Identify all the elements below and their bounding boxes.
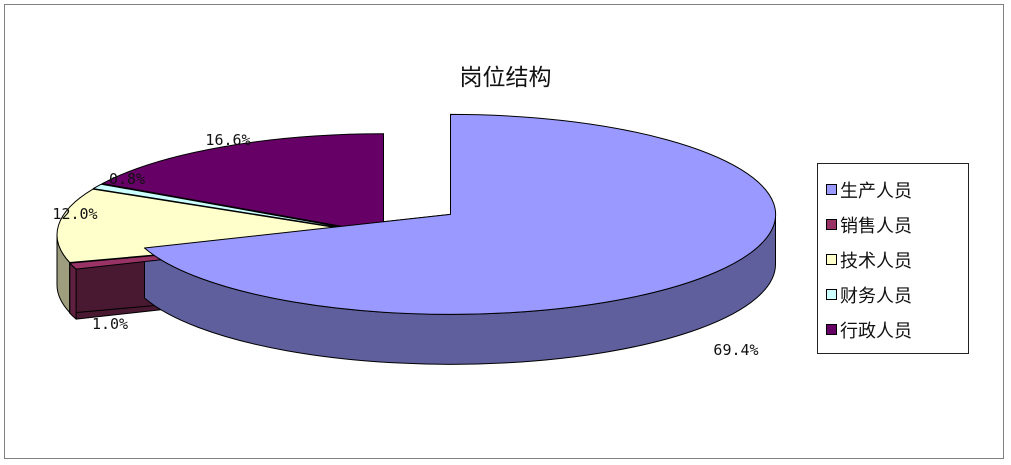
legend-item-2: 技术人员 [818,242,968,277]
legend-swatch-4 [826,324,837,335]
legend-label-4: 行政人员 [840,320,912,342]
pie-tops [56,113,777,315]
pie-slice-4 [101,133,384,235]
data-label-1: 1.0% [92,315,128,333]
chart-title: 岗位结构 [459,65,552,91]
legend-swatch-3 [826,289,837,300]
slice-side-1 [69,262,77,320]
legend-item-1: 销售人员 [818,207,968,242]
legend: 生产人员 销售人员 技术人员 财务人员 行政人员 [817,163,969,354]
pie-slice-0 [144,113,777,315]
data-label-4: 16.6% [205,131,250,149]
data-label-2: 12.0% [52,205,97,223]
data-label-0: 69.4% [713,341,758,359]
legend-swatch-2 [826,254,837,265]
pie-slice-2 [56,188,383,263]
data-label-3: 0.8% [109,170,145,188]
pie-data-labels: 69.4% 1.0% 12.0% 0.8% 16.6% [52,131,758,359]
legend-label-3: 财务人员 [840,285,912,307]
legend-label-1: 销售人员 [840,215,912,237]
legend-item-4: 行政人员 [818,312,968,347]
legend-label-2: 技术人员 [840,250,912,272]
legend-swatch-1 [826,219,837,230]
pie-slice-3 [92,183,383,235]
legend-label-0: 生产人员 [840,180,912,202]
legend-swatch-0 [826,184,837,195]
legend-item-0: 生产人员 [818,172,968,207]
legend-item-3: 财务人员 [818,277,968,312]
